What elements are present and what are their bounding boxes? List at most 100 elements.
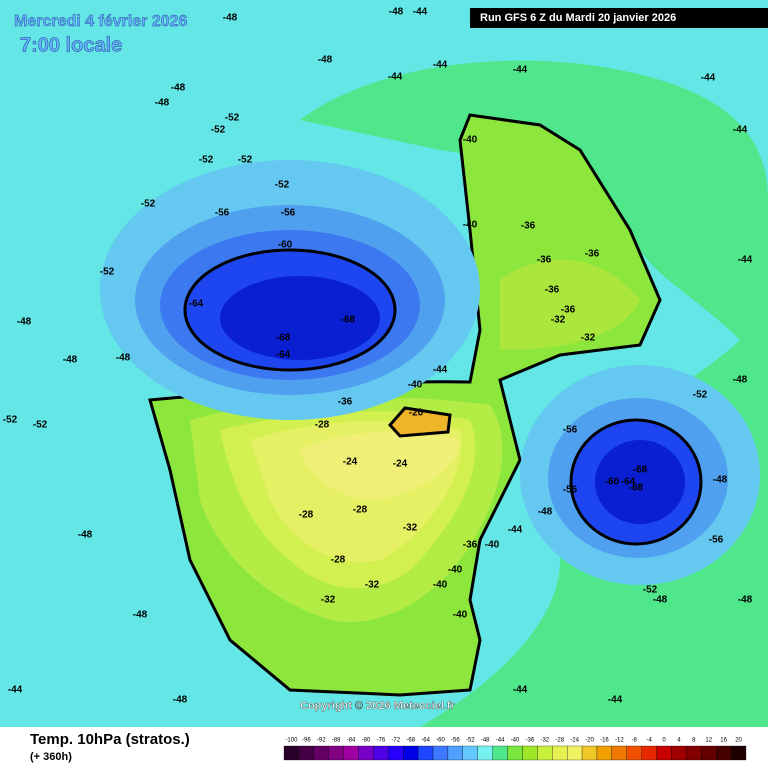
- run-box: [470, 8, 768, 28]
- scale-label: 12: [705, 738, 712, 744]
- contour-label: -60: [605, 477, 620, 488]
- scale-swatch: [626, 745, 642, 761]
- scale-label: -56: [451, 738, 460, 744]
- contour-label: -24: [393, 459, 408, 470]
- scale-swatch: [417, 745, 434, 761]
- time: 7:00 locale: [20, 34, 122, 56]
- contour-label: -36: [585, 249, 600, 260]
- contour-label: -48: [318, 55, 333, 66]
- footer-title: Temp. 10hPa (stratos.): [30, 731, 190, 748]
- scale-swatch: [343, 745, 359, 761]
- contour-label: -52: [693, 390, 708, 401]
- contour-label: -40: [453, 610, 468, 621]
- scale-label: -60: [436, 738, 445, 744]
- footer-lead: (+ 360h): [30, 751, 72, 763]
- contour-label: -56: [563, 485, 578, 496]
- scale-label: -16: [600, 738, 609, 744]
- scale-swatch: [537, 745, 553, 761]
- scale-label: -20: [585, 738, 594, 744]
- contour-label: -28: [353, 505, 368, 516]
- scale-label: -24: [570, 738, 579, 744]
- contour-label: -64: [621, 477, 636, 488]
- contour-label: -48: [713, 475, 728, 486]
- scale-swatch: [716, 745, 732, 761]
- scale-swatch: [641, 745, 657, 761]
- contour-labels: -48-48-44-44 -44-48-48-52-52-52-52-52-52-…: [3, 7, 753, 706]
- contour-label: -24: [343, 457, 358, 468]
- contour-label: -40: [463, 135, 478, 146]
- scale-swatch: [358, 745, 374, 761]
- scale-swatch: [462, 745, 478, 761]
- scale-label: -96: [302, 738, 311, 744]
- region-20: [387, 406, 452, 438]
- contour-label: -52: [33, 420, 48, 431]
- scale-label: -72: [391, 738, 400, 744]
- scale-swatch: [283, 745, 300, 761]
- scale-label: -68: [406, 738, 415, 744]
- scale-label: -36: [526, 738, 535, 744]
- contour-label: -44: [8, 685, 23, 696]
- contour-label: -48: [133, 610, 148, 621]
- scale-swatch: [656, 745, 672, 761]
- contour-label: -52: [238, 155, 253, 166]
- scale-label: -52: [466, 738, 475, 744]
- scale-swatch: [373, 745, 389, 761]
- contour-label: -52: [225, 113, 240, 124]
- contour-label: -36: [463, 540, 478, 551]
- contour-label: -68: [629, 483, 644, 494]
- scale-swatch: [671, 745, 687, 761]
- contour-label: -60: [278, 240, 293, 251]
- scale-swatch: [403, 745, 419, 761]
- scale-swatch: [298, 745, 314, 761]
- contour-label: -32: [365, 580, 380, 591]
- contour-label: -52: [100, 267, 115, 278]
- contour-label: -48: [78, 530, 93, 541]
- scale-label: -80: [362, 738, 371, 744]
- contour-label: -44: [513, 685, 528, 696]
- contour-label: -48: [389, 7, 404, 18]
- scale-label: -8: [632, 738, 638, 744]
- scale-label: -32: [540, 738, 549, 744]
- contour-label: -40: [433, 580, 448, 591]
- scale-swatch: [581, 745, 598, 761]
- scale-label: -12: [615, 738, 624, 744]
- contour-label: -52: [211, 125, 226, 136]
- contour-label: -48: [17, 317, 32, 328]
- contour-label: -52: [3, 415, 18, 426]
- contour-label: -40: [408, 380, 423, 391]
- contour-label: -40: [448, 565, 463, 576]
- contour-label: -44: [608, 695, 623, 706]
- contour-label: -48: [173, 695, 188, 706]
- scale-swatch: [507, 745, 523, 761]
- contour-label: -44: [508, 525, 523, 536]
- scale-swatch: [492, 745, 508, 761]
- contour-label: -32: [321, 595, 336, 606]
- run: Run GFS 6 Z du Mardi 20 janvier 2026: [480, 12, 676, 24]
- contour-label: -52: [141, 199, 156, 210]
- contour-label: -28: [315, 420, 330, 431]
- scale-swatch: [522, 745, 538, 761]
- scale-swatch: [313, 745, 329, 761]
- contour-label: -44: [701, 73, 716, 84]
- contour-label: -20: [409, 408, 424, 419]
- contour-label: -44: [433, 365, 448, 376]
- scale-label: 8: [692, 738, 696, 744]
- scale-label: 16: [720, 738, 727, 744]
- contour-label: -52: [643, 585, 658, 596]
- contour-label: -44: [513, 65, 528, 76]
- scale-label: 20: [735, 738, 742, 744]
- contour-label: -32: [403, 523, 418, 534]
- contour-label: -32: [581, 333, 596, 344]
- contour-label: -56: [281, 208, 296, 219]
- contour-label: -44: [733, 125, 748, 136]
- contour-label: -64: [276, 350, 291, 361]
- scale-swatch: [552, 745, 568, 761]
- contour-label: -56: [563, 425, 578, 436]
- contour-label: -48: [733, 375, 748, 386]
- contour-label: -48: [171, 83, 186, 94]
- contour-label: -28: [331, 555, 346, 566]
- contour-label: -48: [653, 595, 668, 606]
- low2-68: [595, 440, 685, 524]
- contour-label: -44: [433, 60, 448, 71]
